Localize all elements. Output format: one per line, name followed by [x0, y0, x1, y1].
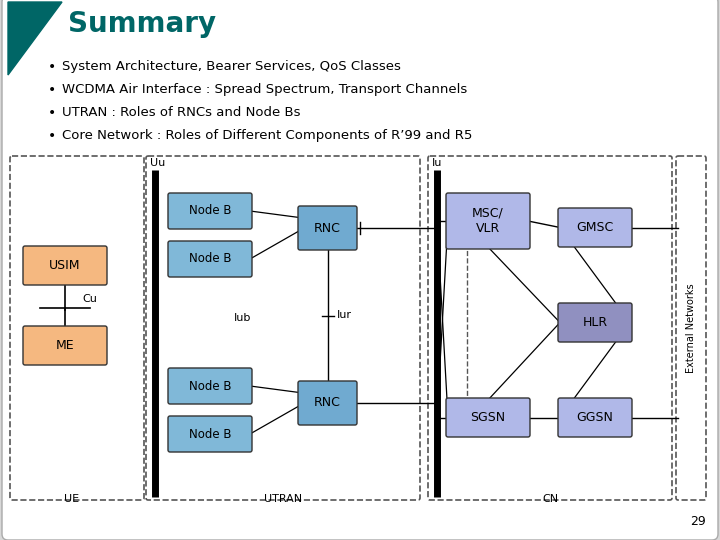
Text: CN: CN	[542, 494, 558, 504]
Text: Node B: Node B	[189, 253, 231, 266]
Text: Iu: Iu	[432, 158, 442, 168]
Text: GGSN: GGSN	[577, 411, 613, 424]
Text: HLR: HLR	[582, 316, 608, 329]
FancyBboxPatch shape	[298, 206, 357, 250]
Text: GMSC: GMSC	[577, 221, 613, 234]
FancyBboxPatch shape	[23, 326, 107, 365]
Text: RNC: RNC	[314, 396, 341, 409]
Text: Node B: Node B	[189, 380, 231, 393]
FancyBboxPatch shape	[168, 241, 252, 277]
Text: Iur: Iur	[336, 310, 351, 321]
FancyBboxPatch shape	[168, 416, 252, 452]
Text: System Architecture, Bearer Services, QoS Classes: System Architecture, Bearer Services, Qo…	[62, 60, 401, 73]
FancyBboxPatch shape	[558, 303, 632, 342]
FancyBboxPatch shape	[558, 208, 632, 247]
Text: RNC: RNC	[314, 221, 341, 234]
Polygon shape	[8, 2, 62, 75]
Text: Node B: Node B	[189, 205, 231, 218]
Text: UE: UE	[64, 494, 80, 504]
Text: Core Network : Roles of Different Components of R’99 and R5: Core Network : Roles of Different Compon…	[62, 129, 472, 142]
Text: SGSN: SGSN	[470, 411, 505, 424]
Text: Cu: Cu	[82, 294, 97, 304]
FancyBboxPatch shape	[558, 398, 632, 437]
Text: UTRAN: UTRAN	[264, 494, 302, 504]
Text: Node B: Node B	[189, 428, 231, 441]
Text: ME: ME	[55, 339, 74, 352]
FancyBboxPatch shape	[168, 368, 252, 404]
Text: •: •	[48, 83, 56, 97]
Text: External Networks: External Networks	[686, 283, 696, 373]
FancyBboxPatch shape	[446, 398, 530, 437]
Text: Uu: Uu	[150, 158, 166, 168]
Text: Summary: Summary	[68, 10, 216, 38]
Text: •: •	[48, 129, 56, 143]
Text: •: •	[48, 60, 56, 74]
Text: •: •	[48, 106, 56, 120]
FancyBboxPatch shape	[168, 193, 252, 229]
Text: WCDMA Air Interface : Spread Spectrum, Transport Channels: WCDMA Air Interface : Spread Spectrum, T…	[62, 83, 467, 96]
Text: USIM: USIM	[49, 259, 81, 272]
Text: Iub: Iub	[234, 313, 252, 323]
Text: UTRAN : Roles of RNCs and Node Bs: UTRAN : Roles of RNCs and Node Bs	[62, 106, 300, 119]
Text: 29: 29	[690, 515, 706, 528]
Text: MSC/
VLR: MSC/ VLR	[472, 207, 504, 235]
FancyBboxPatch shape	[298, 381, 357, 425]
FancyBboxPatch shape	[23, 246, 107, 285]
FancyBboxPatch shape	[446, 193, 530, 249]
